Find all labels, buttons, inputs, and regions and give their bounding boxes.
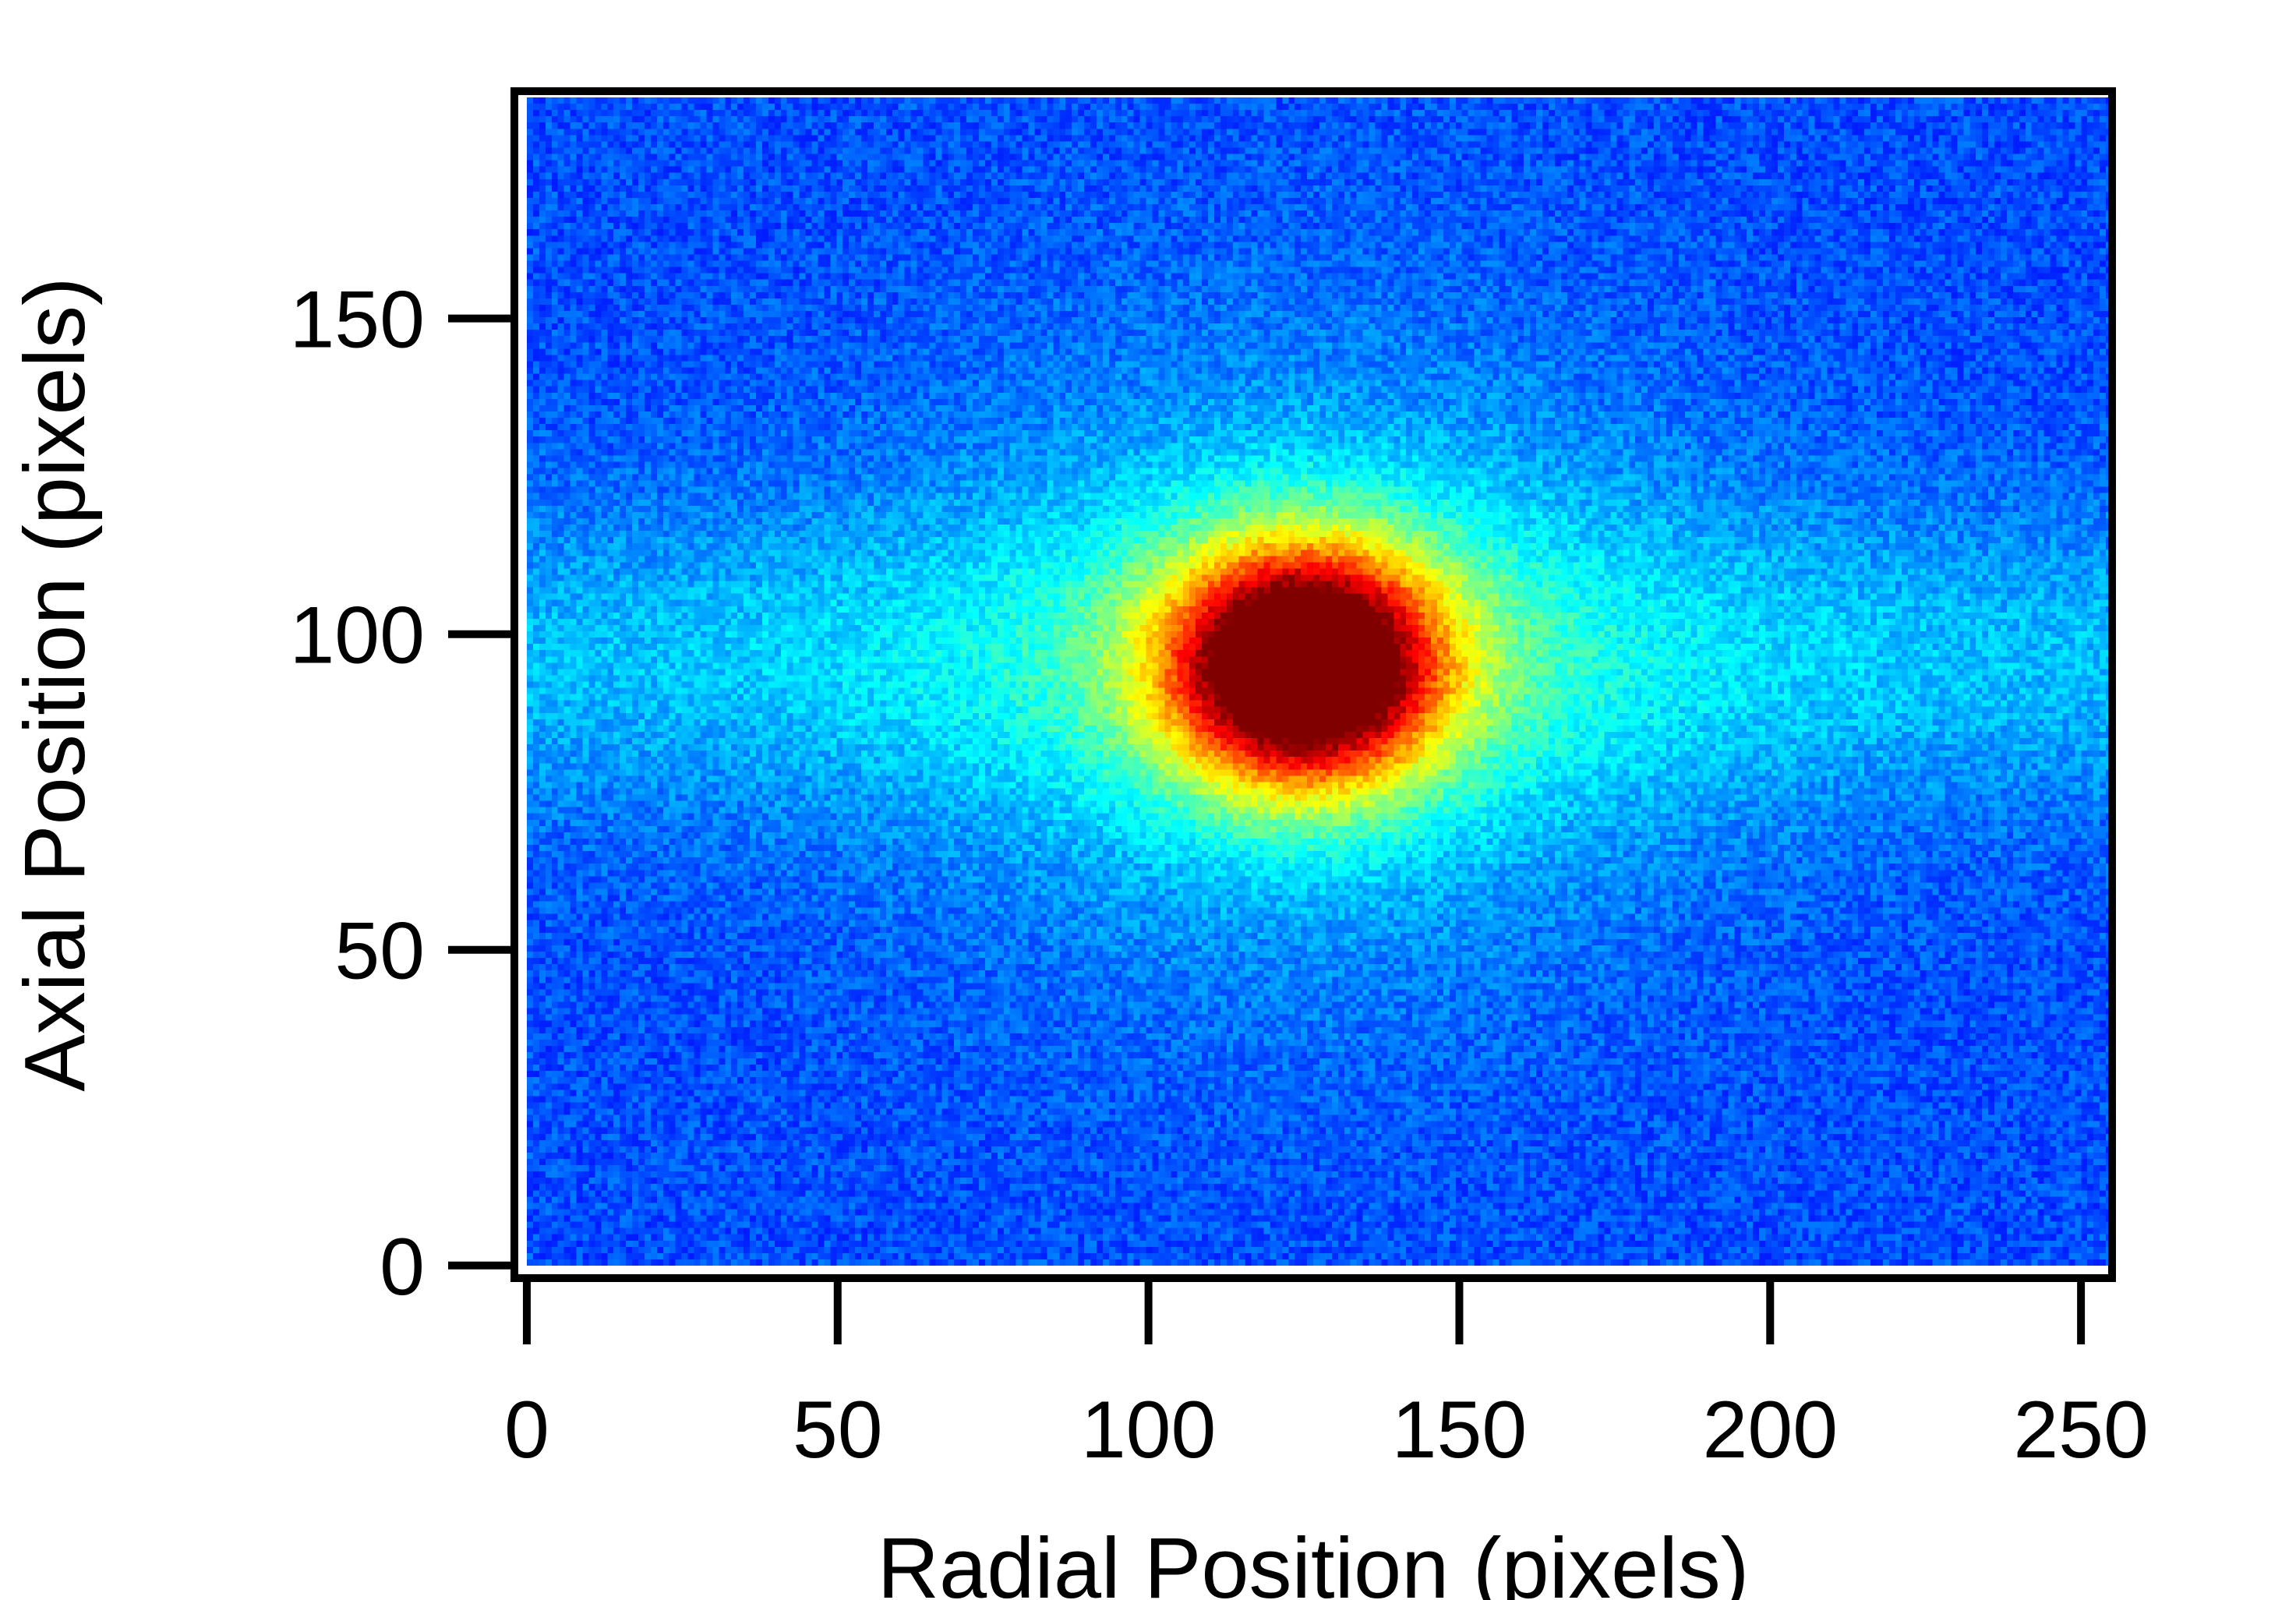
heatmap-image-container — [526, 97, 2112, 1266]
x-tick-label: 50 — [793, 1385, 883, 1475]
x-tick-label: 250 — [2013, 1385, 2149, 1475]
y-tick-label: 150 — [289, 275, 425, 366]
y-tick-label: 100 — [289, 591, 425, 681]
heatmap-image — [526, 97, 2112, 1266]
plot-frame — [510, 87, 2116, 1282]
y-axis-ticks: 0 50 100 150 — [289, 275, 510, 1312]
x-axis-ticks: 0 50 100 150 200 250 — [504, 1282, 2149, 1475]
y-tick-label: 0 — [380, 1222, 425, 1312]
x-axis-label: Radial Position (pixels) — [878, 1521, 1750, 1600]
x-tick-label: 200 — [1703, 1385, 1839, 1475]
x-tick-label: 150 — [1392, 1385, 1528, 1475]
y-tick-label: 50 — [334, 906, 425, 997]
x-tick-label: 100 — [1081, 1385, 1217, 1475]
y-axis-label: Axial Position (pixels) — [7, 277, 103, 1091]
x-tick-label: 0 — [504, 1385, 549, 1475]
